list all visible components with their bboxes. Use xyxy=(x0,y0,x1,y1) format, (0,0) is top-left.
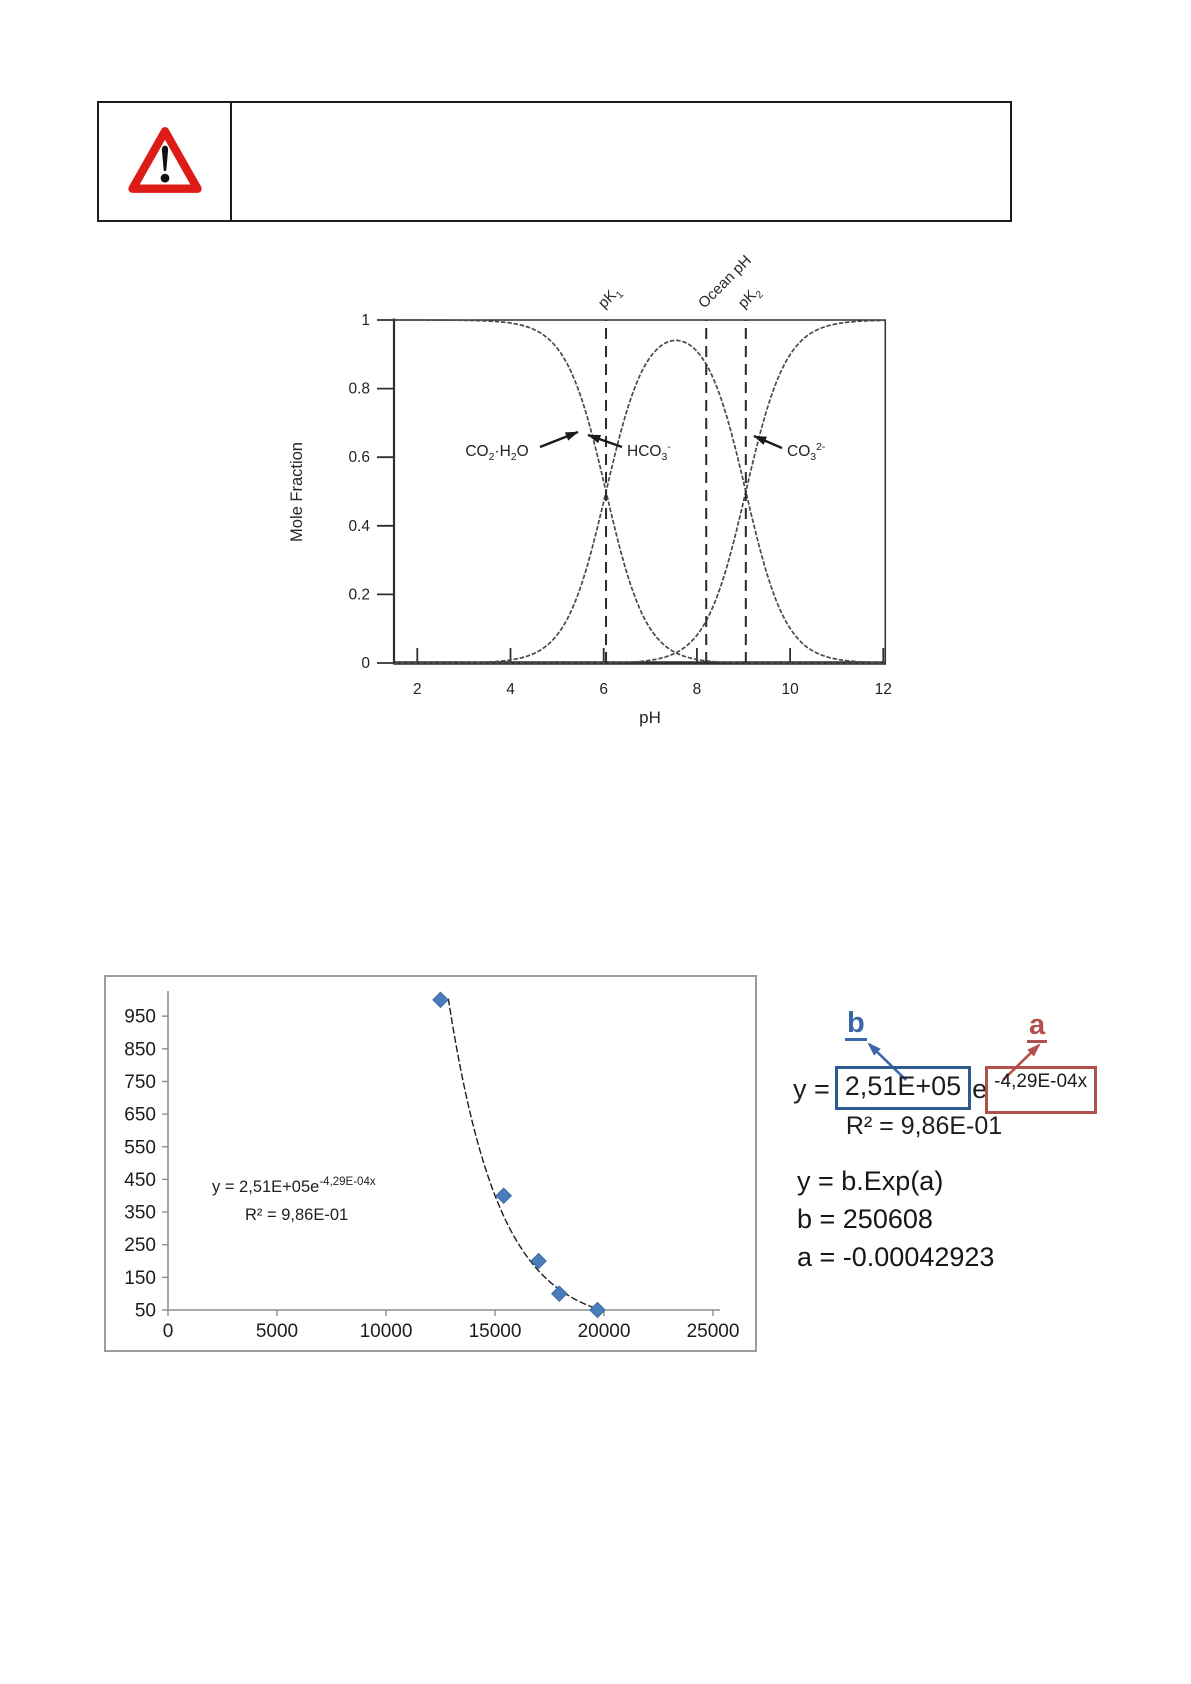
pointer-arrows xyxy=(867,1042,1041,1081)
y-tick-label: 0.4 xyxy=(348,518,370,535)
scatter-axes xyxy=(167,991,720,1311)
x-tick-label: 20000 xyxy=(578,1321,631,1342)
chart-r-squared: R² = 9,86E-01 xyxy=(245,1206,348,1224)
y-tick-label: 0 xyxy=(361,655,370,672)
y-tick-label: 650 xyxy=(124,1105,156,1126)
y-tick-label: 0.6 xyxy=(348,449,370,466)
fit-parameter-line-b: b = 250608 xyxy=(797,1204,933,1234)
curve-co2-h2o xyxy=(394,319,885,664)
x-tick-label: 15000 xyxy=(469,1321,522,1342)
bjerrum-series-labels: CO2·H2O HCO3- CO32- xyxy=(465,430,826,463)
scatter-tick-labels: 0 5000 10000 15000 20000 25000 50 150 250 350 450 5… xyxy=(124,1007,739,1342)
data-point xyxy=(432,991,449,1009)
y-tick-label: 50 xyxy=(135,1301,156,1322)
y-tick-label: 150 xyxy=(124,1268,156,1289)
coefficient-box: 2,51E+05 xyxy=(834,1066,972,1110)
x-tick-label: 25000 xyxy=(687,1321,740,1342)
x-tick-label: 0 xyxy=(163,1321,174,1342)
y-tick-label: 250 xyxy=(124,1235,156,1256)
x-axis-title: pH xyxy=(639,708,661,727)
x-tick-label: 6 xyxy=(599,681,608,698)
vline-label: pK2 xyxy=(735,283,766,314)
warning-icon-cell xyxy=(99,103,232,220)
y-tick-label: 0.8 xyxy=(348,381,370,398)
warning-triangle-icon xyxy=(127,127,202,193)
bjerrum-curves xyxy=(394,319,885,664)
bjerrum-axes xyxy=(392,318,887,665)
series-label-arrow xyxy=(753,434,783,450)
y-tick-label: 850 xyxy=(124,1039,156,1060)
fit-parameter-line-equation: y = b.Exp(a) xyxy=(797,1166,944,1196)
curve-hco3 xyxy=(394,339,885,664)
warning-text-cell xyxy=(232,103,1010,220)
equation-e-symbol: e xyxy=(972,1074,988,1104)
exponent-box: -4,29E-04x xyxy=(985,1066,1098,1114)
x-tick-label: 10 xyxy=(781,681,799,698)
series-label-arrow xyxy=(539,430,579,449)
y-tick-label: 350 xyxy=(124,1203,156,1224)
x-tick-label: 8 xyxy=(693,681,702,698)
a-arrow xyxy=(1002,1043,1041,1081)
y-tick-label: 750 xyxy=(124,1072,156,1093)
series-label-hco3: HCO3- xyxy=(627,441,671,463)
y-tick-label: 450 xyxy=(124,1170,156,1191)
y-tick-label: 0.2 xyxy=(348,586,370,603)
x-tick-label: 10000 xyxy=(360,1321,413,1342)
data-point xyxy=(530,1252,547,1270)
b-arrow xyxy=(867,1042,907,1081)
x-tick-label: 2 xyxy=(413,681,422,698)
series-label-co2-h2o: CO2·H2O xyxy=(465,443,528,463)
data-point xyxy=(495,1187,513,1205)
x-tick-label: 12 xyxy=(875,681,892,698)
scatter-chart-figure: 0 5000 10000 15000 20000 25000 50 150 250 350 450 5… xyxy=(104,975,757,1352)
coefficient-b-pointer-label: b xyxy=(845,1008,867,1042)
scatter-points xyxy=(432,991,606,1319)
bjerrum-tick-labels: 2 4 6 8 10 12 0 0.2 0.4 0.6 0.8 1 xyxy=(348,312,891,698)
exponent-a-pointer-label: a xyxy=(1027,1010,1048,1044)
y-axis-title: Mole Fraction xyxy=(288,442,306,542)
trendline xyxy=(447,998,603,1312)
r-squared-value: R² = 9,86E-01 xyxy=(845,1112,1003,1140)
chart-equation: y = 2,51E+05e-4,29E-04x xyxy=(212,1176,376,1196)
data-point xyxy=(551,1285,568,1302)
fit-parameter-line-a: a = -0.00042923 xyxy=(797,1242,995,1272)
y-tick-label: 950 xyxy=(124,1007,156,1028)
fit-equation: y = 2,51E+05 e -4,29E-04x xyxy=(793,1066,1098,1114)
y-tick-label: 550 xyxy=(124,1137,156,1158)
fit-parameters: y = b.Exp(a) b = 250608 a = -0.00042923 xyxy=(797,1162,994,1276)
x-tick-label: 5000 xyxy=(256,1321,298,1342)
series-label-arrow xyxy=(587,433,623,449)
series-label-co3: CO32- xyxy=(787,441,826,463)
data-point xyxy=(589,1301,606,1319)
x-tick-label: 4 xyxy=(506,681,515,698)
equation-prefix: y = xyxy=(793,1074,830,1104)
warning-table xyxy=(97,101,1012,222)
scatter-chart: 0 5000 10000 15000 20000 25000 50 150 250 350 450 5… xyxy=(124,991,739,1342)
y-tick-label: 1 xyxy=(361,312,370,329)
vline-label: pK1 xyxy=(595,283,626,314)
curve-co3 xyxy=(394,319,885,664)
